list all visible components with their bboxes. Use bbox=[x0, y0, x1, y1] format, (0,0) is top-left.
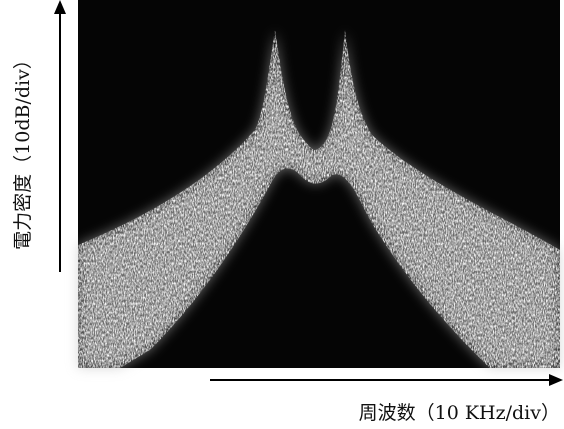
x-arrow-head bbox=[549, 374, 563, 386]
y-arrow-head bbox=[54, 0, 66, 14]
y-axis-label: 電力密度（10dB/div） bbox=[12, 50, 34, 250]
x-axis-label: 周波数（10 KHz/div） bbox=[359, 402, 560, 424]
spectrum-trace bbox=[78, 30, 560, 368]
